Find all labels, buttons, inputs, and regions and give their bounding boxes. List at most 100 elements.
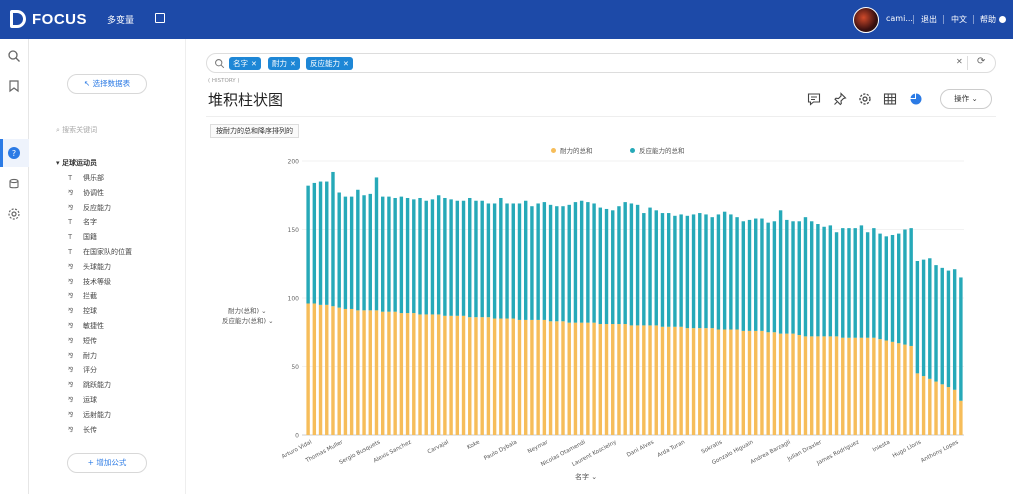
bar-segment-reaction	[598, 207, 603, 325]
field-item[interactable]: ⅋ 耐力	[68, 350, 97, 362]
refresh-icon[interactable]: ⟳	[977, 56, 986, 67]
edit-icon[interactable]	[155, 13, 165, 23]
bar-segment-reaction	[635, 204, 640, 326]
field-item[interactable]: T 在国家队的位置	[68, 246, 132, 258]
close-icon[interactable]: ✕	[290, 60, 296, 68]
logout-link[interactable]: 退出	[921, 15, 937, 24]
bar-segment-endurance	[660, 326, 665, 435]
field-item[interactable]: ⅋ 评分	[68, 364, 97, 376]
field-item[interactable]: ⅋ 拦截	[68, 290, 97, 302]
field-item[interactable]: T 名字	[68, 216, 97, 228]
question-icon[interactable]: ?	[7, 146, 21, 160]
filter-tag[interactable]: 反应能力 ✕	[306, 57, 353, 70]
field-item[interactable]: ⅋ 敏捷性	[68, 320, 104, 332]
bar-segment-endurance	[629, 325, 634, 435]
bar-segment-endurance	[952, 389, 957, 435]
bar-segment-endurance	[561, 321, 565, 435]
field-label: 头球能力	[83, 262, 111, 271]
comment-icon[interactable]	[807, 92, 821, 106]
language-switch[interactable]: 中文	[951, 15, 967, 24]
x-field-selector[interactable]: 名字 ⌄	[575, 472, 597, 482]
close-icon[interactable]: ✕	[251, 60, 257, 68]
bar-segment-reaction	[573, 202, 578, 323]
bar-segment-reaction	[468, 197, 472, 318]
bar-segment-reaction	[890, 234, 895, 342]
field-item[interactable]: T 俱乐部	[68, 172, 104, 184]
bar-segment-reaction	[959, 277, 963, 401]
bar-segment-endurance	[418, 314, 422, 435]
field-item[interactable]: ⅋ 跳跃能力	[68, 379, 111, 391]
bar-segment-reaction	[735, 217, 739, 330]
bar-segment-reaction	[865, 232, 870, 338]
search-placeholder: 搜索关键词	[62, 126, 98, 134]
search-icon[interactable]	[7, 49, 21, 63]
bar-segment-endurance	[468, 317, 472, 435]
chevron-down-icon: ⌄	[259, 307, 267, 315]
bar-segment-reaction	[872, 228, 876, 338]
bar-segment-reaction	[903, 229, 907, 345]
field-item[interactable]: T 国籍	[68, 231, 97, 243]
gear-icon[interactable]	[7, 207, 21, 221]
field-item[interactable]: ⅋ 长传	[68, 424, 97, 436]
filter-tag[interactable]: 耐力 ✕	[268, 57, 300, 70]
search-icon: ⌕	[56, 126, 63, 134]
bar-segment-endurance	[579, 322, 584, 435]
operation-dropdown[interactable]: 操作 ⌄	[940, 89, 992, 109]
pie-chart-icon[interactable]	[909, 92, 923, 106]
legend-item[interactable]: 耐力的总和	[551, 145, 593, 155]
keyword-search-input[interactable]: ⌕ 搜索关键词	[56, 125, 97, 135]
bar-segment-reaction	[921, 259, 926, 377]
y-field-selector[interactable]: 耐力(总和) ⌄	[228, 305, 267, 315]
clear-icon[interactable]: ✕	[956, 57, 963, 66]
field-label: 短传	[83, 336, 97, 345]
bookmark-icon[interactable]	[7, 79, 21, 93]
add-formula-button[interactable]: + 增加公式	[67, 453, 147, 473]
pin-icon[interactable]	[833, 92, 847, 106]
field-item[interactable]: ⅋ 控球	[68, 305, 97, 317]
field-item[interactable]: ⅋ 协调性	[68, 187, 104, 199]
settings-icon[interactable]	[858, 92, 872, 106]
bar-segment-reaction	[722, 211, 727, 330]
field-item[interactable]: ⅋ 头球能力	[68, 261, 111, 273]
bar-segment-endurance	[729, 329, 733, 435]
table-tree-root[interactable]: ▾ 足球运动员	[56, 158, 97, 168]
field-label: 反应能力	[83, 203, 111, 212]
bar-segment-endurance	[834, 336, 839, 435]
caret-down-icon: ▾	[56, 159, 62, 167]
app-logo[interactable]: FOCUS	[10, 10, 87, 28]
field-item[interactable]: ⅋ 技术等级	[68, 276, 111, 288]
bar-segment-endurance	[841, 337, 845, 435]
nav-multivariate[interactable]: 多变量	[107, 16, 135, 26]
bar-segment-endurance	[828, 336, 833, 435]
username[interactable]: cami...	[886, 14, 913, 23]
close-icon[interactable]: ✕	[343, 60, 349, 68]
filter-tag[interactable]: 名字 ✕	[229, 57, 261, 70]
y-tick-label: 150	[288, 227, 300, 234]
bar-segment-reaction	[884, 236, 888, 341]
measure-field-icon: ⅋	[68, 410, 74, 419]
bar-segment-endurance	[722, 329, 727, 435]
legend-item[interactable]: 反应能力的总和	[630, 145, 685, 155]
field-label: 跳跃能力	[83, 381, 111, 390]
bar-segment-reaction	[809, 221, 814, 337]
sort-chip[interactable]: 按耐力的总和降序排列的	[210, 124, 299, 138]
y-field-selector[interactable]: 反应能力(总和) ⌄	[222, 315, 274, 325]
field-item[interactable]: ⅋ 短传	[68, 335, 97, 347]
database-icon[interactable]	[7, 177, 21, 191]
measure-field-icon: ⅋	[68, 307, 74, 316]
select-table-button[interactable]: ↖ 选择数据表	[67, 74, 147, 94]
field-item[interactable]: ⅋ 远射能力	[68, 409, 111, 421]
field-item[interactable]: ⅋ 运球	[68, 394, 97, 406]
bar-segment-endurance	[387, 311, 391, 435]
svg-text:?: ?	[12, 149, 16, 158]
avatar[interactable]	[853, 7, 879, 33]
table-icon[interactable]	[883, 92, 897, 106]
field-item[interactable]: ⅋ 反应能力	[68, 202, 111, 214]
help-link[interactable]: 帮助	[980, 14, 1006, 25]
bar-segment-endurance	[760, 330, 764, 435]
y-tick-label: 0	[295, 433, 299, 440]
search-filter-bar[interactable]: 名字 ✕ 耐力 ✕ 反应能力 ✕ ✕ ⟳	[206, 53, 996, 73]
bar-segment-endurance	[474, 317, 478, 435]
bar-segment-reaction	[623, 202, 627, 325]
bar-segment-endurance	[374, 310, 379, 435]
